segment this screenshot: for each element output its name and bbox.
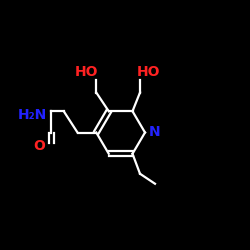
Text: H₂N: H₂N <box>18 108 47 122</box>
Text: HO: HO <box>137 66 160 80</box>
Text: HO: HO <box>74 66 98 80</box>
Text: O: O <box>33 139 45 153</box>
Text: N: N <box>149 126 161 140</box>
